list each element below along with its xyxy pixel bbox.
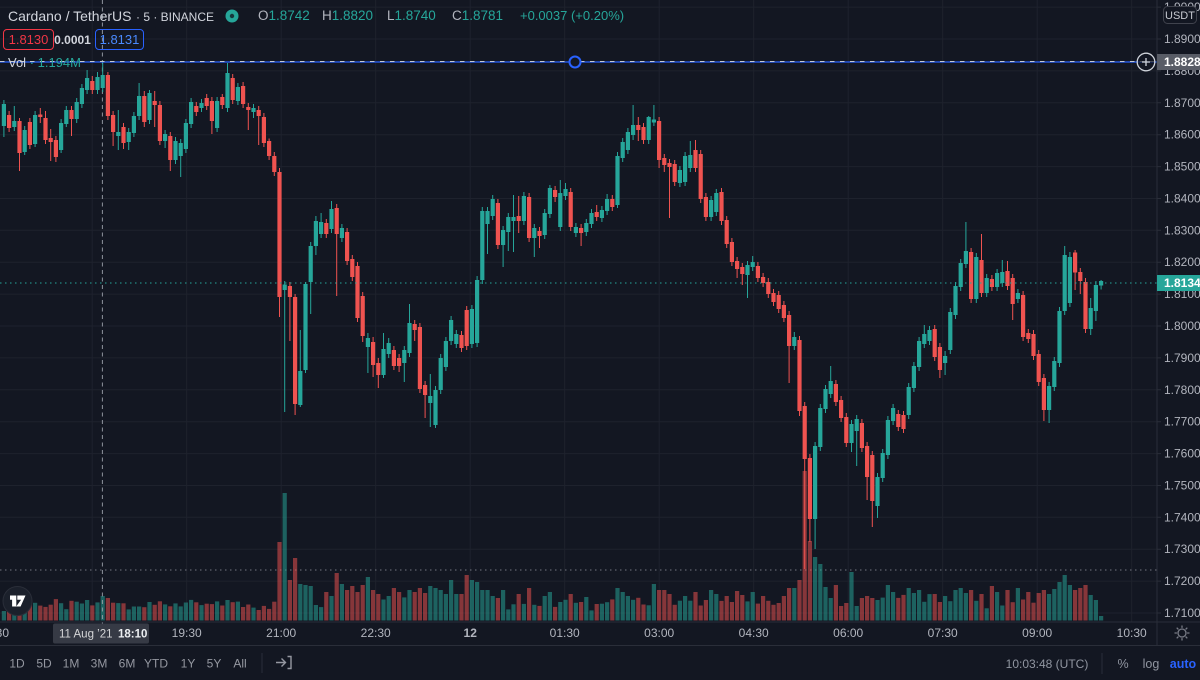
svg-text:1.7400: 1.7400 [1164,510,1200,524]
svg-text:1.7800: 1.7800 [1164,383,1200,397]
svg-text:O1.8742: O1.8742 [258,8,310,23]
svg-text:1.7300: 1.7300 [1164,542,1200,556]
svg-text:1.8900: 1.8900 [1164,32,1200,46]
svg-text:%: % [1117,657,1128,671]
svg-text:Cardano / TetherUS: Cardano / TetherUS [8,8,131,24]
svg-text:5Y: 5Y [207,657,222,671]
svg-text:1.7700: 1.7700 [1164,415,1200,429]
svg-text:1.8000: 1.8000 [1164,319,1200,333]
svg-text:H1.8820: H1.8820 [322,8,373,23]
svg-text:1.8828: 1.8828 [1164,55,1200,69]
svg-text:YTD: YTD [144,657,168,671]
svg-text:1.7500: 1.7500 [1164,479,1200,493]
svg-text:1.7900: 1.7900 [1164,351,1200,365]
svg-text:L1.8740: L1.8740 [387,8,436,23]
svg-text:1M: 1M [63,657,80,671]
svg-text:10:03:48 (UTC): 10:03:48 (UTC) [1006,657,1089,671]
svg-text:1.7200: 1.7200 [1164,574,1200,588]
svg-text:16:30: 16:30 [0,626,9,640]
svg-text:1.7600: 1.7600 [1164,447,1200,461]
svg-text:06:00: 06:00 [833,626,863,640]
svg-text:0.0001: 0.0001 [54,33,91,47]
svg-text:04:30: 04:30 [739,626,769,640]
svg-text:Vol · 1.194M: Vol · 1.194M [8,55,81,70]
svg-text:1.8200: 1.8200 [1164,255,1200,269]
svg-text:1.8400: 1.8400 [1164,192,1200,206]
svg-text:1.8500: 1.8500 [1164,160,1200,174]
svg-text:+0.0037 (+0.20%): +0.0037 (+0.20%) [520,8,624,23]
svg-text:19:30: 19:30 [172,626,202,640]
svg-text:09:00: 09:00 [1022,626,1052,640]
svg-text:07:30: 07:30 [928,626,958,640]
svg-text:10:30: 10:30 [1117,626,1147,640]
svg-text:1.8700: 1.8700 [1164,96,1200,110]
svg-text:5D: 5D [36,657,52,671]
svg-text:1.8300: 1.8300 [1164,223,1200,237]
svg-text:log: log [1143,657,1160,671]
svg-text:21:00: 21:00 [266,626,296,640]
svg-text:01:30: 01:30 [550,626,580,640]
svg-text:03:00: 03:00 [644,626,674,640]
svg-text:1.8600: 1.8600 [1164,128,1200,142]
svg-text:1.8134: 1.8134 [1164,276,1200,290]
svg-text:1Y: 1Y [181,657,196,671]
svg-text:6M: 6M [119,657,136,671]
svg-text:1D: 1D [9,657,25,671]
svg-text:22:30: 22:30 [361,626,391,640]
svg-text:1.8130: 1.8130 [9,32,49,47]
svg-text:C1.8781: C1.8781 [452,8,503,23]
svg-text:12: 12 [464,626,478,640]
svg-text:auto: auto [1170,657,1197,671]
svg-text:1.7100: 1.7100 [1164,606,1200,620]
svg-text:11 Aug ’21: 11 Aug ’21 [59,629,113,641]
svg-text:All: All [233,657,246,671]
svg-text:3M: 3M [91,657,108,671]
svg-text:· 5 · BINANCE: · 5 · BINANCE [136,10,214,24]
svg-text:USDT: USDT [1165,10,1195,22]
svg-text:1.8131: 1.8131 [100,32,140,47]
svg-text:18:10: 18:10 [118,629,147,641]
